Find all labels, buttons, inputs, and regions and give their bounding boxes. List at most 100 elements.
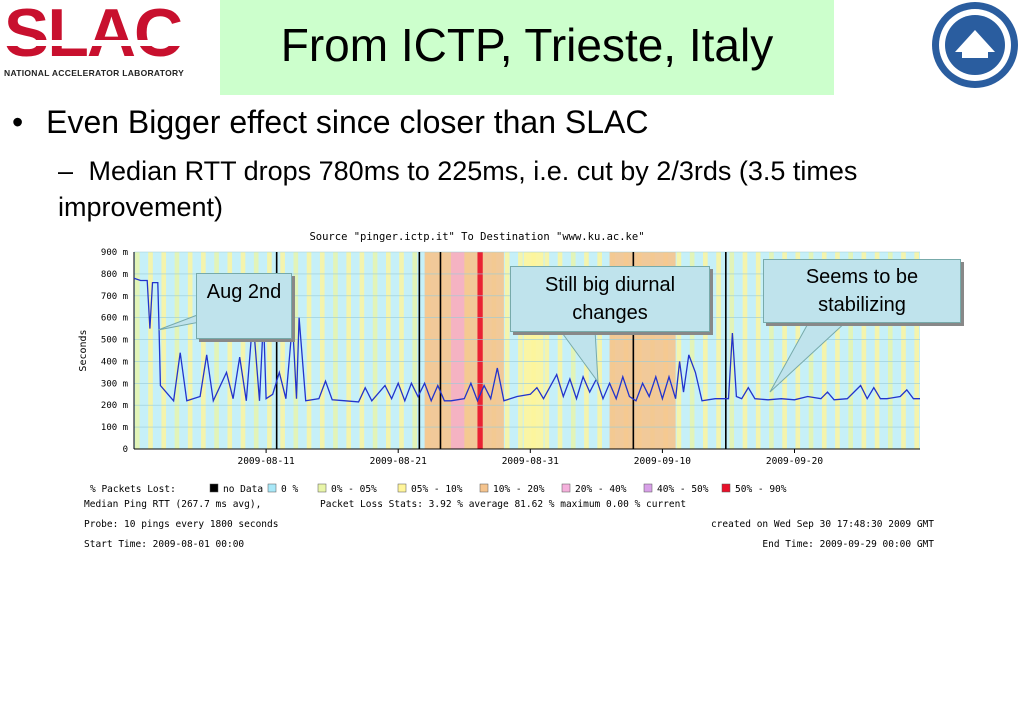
loss-stripe <box>399 252 404 449</box>
rtt-series-line <box>133 277 920 404</box>
legend-swatch <box>561 483 571 493</box>
y-tick-label: 600 m <box>101 314 128 324</box>
loss-stripe <box>306 252 312 449</box>
x-tick-label: 2009-08-11 <box>237 456 294 467</box>
legend-entry-label: 50% - 90% <box>735 484 787 495</box>
callout-diurnal: Still big diurnal changes <box>510 266 710 332</box>
legend-swatch <box>721 483 731 493</box>
university-seal-icon <box>932 2 1018 88</box>
loss-stripe <box>901 252 906 449</box>
y-tick-label: 800 m <box>101 270 128 280</box>
callout-aug: Aug 2nd <box>196 273 292 339</box>
slide-title: From ICTP, Trieste, Italy <box>280 19 774 71</box>
bullet-2: – Median RTT drops 780ms to 225ms, i.e. … <box>58 153 1008 225</box>
y-tick-label: 500 m <box>101 336 128 346</box>
legend-swatch <box>267 483 277 493</box>
loss-stripe <box>703 252 708 449</box>
bullet-marker: • <box>12 104 24 140</box>
median-rtt-text: Median Ping RTT (267.7 ms avg), <box>84 499 261 510</box>
loss-stripe <box>716 252 721 449</box>
loss-stripe <box>280 252 285 449</box>
bullet-1: • Even Bigger effect since closer than S… <box>12 104 649 141</box>
loss-stripe <box>676 252 682 449</box>
title-banner: From ICTP, Trieste, Italy <box>220 0 834 95</box>
loss-band <box>477 252 483 449</box>
legend-swatch <box>479 483 489 493</box>
bullet-2-text: Median RTT drops 780ms to 225ms, i.e. cu… <box>58 156 858 222</box>
loss-stripe <box>887 252 893 449</box>
x-tick-label: 2009-08-31 <box>502 456 559 467</box>
y-tick-label: 200 m <box>101 401 128 411</box>
loss-stripe <box>319 252 325 449</box>
y-tick-label: 300 m <box>101 379 128 389</box>
loss-stripe <box>227 252 233 449</box>
created-text: created on Wed Sep 30 17:48:30 2009 GMT <box>711 519 934 530</box>
loss-stripe <box>187 252 193 449</box>
y-tick-label: 100 m <box>101 423 128 433</box>
loss-stripe <box>293 252 299 449</box>
callout-aug-text: Aug 2nd <box>206 281 282 303</box>
loss-stripe <box>135 252 140 449</box>
loss-stripe <box>201 252 206 449</box>
legend-swatch <box>317 483 327 493</box>
loss-stats-text: Packet Loss Stats: 3.92 % average 81.62 … <box>320 499 686 510</box>
callout-diurnal-text: Still big diurnal changes <box>544 274 676 324</box>
loss-stripe <box>504 252 510 449</box>
x-tick-label: 2009-09-20 <box>766 456 823 467</box>
loss-stripe <box>214 252 219 449</box>
start-time-text: Start Time: 2009-08-01 00:00 <box>84 539 244 550</box>
loss-stripe <box>333 252 338 449</box>
y-tick-label: 400 m <box>101 357 128 367</box>
bullet-1-text: Even Bigger effect since closer than SLA… <box>46 104 649 140</box>
legend-entry-label: no Data <box>223 484 263 495</box>
y-axis-label: Seconds <box>78 329 89 371</box>
legend-entry-label: 05% - 10% <box>411 484 463 495</box>
loss-stripe <box>874 252 880 449</box>
x-tick-label: 2009-09-10 <box>634 456 691 467</box>
legend-entry-label: 10% - 20% <box>493 484 545 495</box>
loss-stripe <box>161 252 167 449</box>
loss-stripe <box>346 252 351 449</box>
loss-stripe <box>253 252 259 449</box>
loss-stripe <box>848 252 853 449</box>
chart-title: Source "pinger.ictp.it" To Destination "… <box>309 231 644 243</box>
logo-text: SLAC <box>4 0 183 71</box>
probe-text: Probe: 10 pings every 1800 seconds <box>84 519 278 530</box>
loss-stripe <box>689 252 695 449</box>
legend-entry-label: 0 % <box>281 484 298 495</box>
legend-swatch <box>209 483 219 493</box>
legend-swatch <box>397 483 407 493</box>
loss-stripe <box>174 252 180 449</box>
x-tick-label: 2009-08-21 <box>370 456 427 467</box>
loss-stripe <box>518 252 523 449</box>
y-tick-label: 900 m <box>101 248 128 258</box>
end-time-text: End Time: 2009-09-29 00:00 GMT <box>762 539 934 550</box>
loss-stripe <box>385 252 391 449</box>
y-tick-label: 700 m <box>101 292 128 302</box>
loss-stripe <box>359 252 365 449</box>
logo-stripe <box>4 40 209 46</box>
y-tick-label: 0 <box>123 445 128 455</box>
loss-stripe <box>597 252 602 449</box>
legend-lost-label: % Packets Lost: <box>90 484 176 495</box>
legend-swatch <box>643 483 653 493</box>
loss-stripe <box>914 252 920 449</box>
dash-marker: – <box>58 156 74 186</box>
legend-entry-label: 20% - 40% <box>575 484 627 495</box>
slac-logo: SLAC NATIONAL ACCELERATOR LABORATORY <box>0 0 215 80</box>
loss-stripe <box>755 252 761 449</box>
loss-stripe <box>544 252 550 449</box>
loss-stripe <box>240 252 246 449</box>
legend-entry-label: 0% - 05% <box>331 484 377 495</box>
loss-stripe <box>267 252 272 449</box>
loss-stripe <box>372 252 378 449</box>
callout-stable: Seems to be stabilizing <box>763 259 961 323</box>
loss-stripe <box>148 252 153 449</box>
logo-subtitle: NATIONAL ACCELERATOR LABORATORY <box>4 68 185 78</box>
callout-stable-text: Seems to be stabilizing <box>805 266 919 316</box>
legend-entry-label: 40% - 50% <box>657 484 709 495</box>
loss-stripe <box>861 252 867 449</box>
loss-stripe <box>412 252 418 449</box>
loss-stripe <box>742 252 748 449</box>
loss-band <box>451 252 465 449</box>
